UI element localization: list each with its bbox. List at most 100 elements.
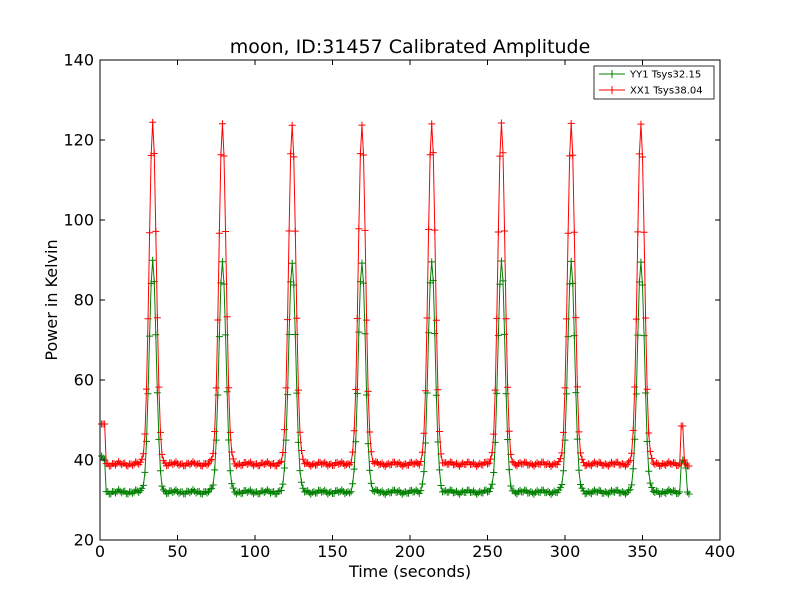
data-point — [651, 488, 659, 496]
data-point — [284, 391, 292, 399]
data-point — [141, 430, 149, 438]
data-point — [668, 488, 676, 496]
data-point — [372, 486, 380, 494]
data-point — [635, 150, 643, 158]
legend-label-xx1: XX1 Tsys38.04 — [630, 86, 703, 97]
data-point — [617, 461, 625, 469]
data-point — [502, 315, 510, 323]
data-point — [156, 467, 164, 475]
data-point — [222, 228, 230, 236]
data-point — [146, 229, 154, 237]
data-point — [642, 389, 650, 397]
data-point — [360, 151, 367, 159]
data-point — [344, 459, 352, 467]
y-tick-label: 20 — [74, 531, 94, 550]
data-point — [412, 458, 420, 466]
data-point — [242, 459, 250, 467]
data-point — [280, 464, 288, 472]
data-point — [325, 461, 333, 469]
data-point — [302, 460, 310, 468]
data-point — [228, 480, 236, 488]
data-point — [236, 488, 243, 496]
data-point — [356, 150, 364, 158]
data-point — [214, 316, 222, 324]
data-point — [287, 150, 295, 158]
data-point — [135, 488, 143, 496]
data-point — [567, 119, 575, 127]
data-point — [418, 448, 426, 456]
data-point — [632, 315, 640, 323]
ticks-layer: 0 50 100 150 200 250 300 350 400 20 40 60 80 100 120 14… — [63, 51, 735, 562]
data-point — [138, 484, 146, 492]
data-point — [432, 316, 440, 324]
data-point — [497, 257, 505, 265]
x-tick-label: 150 — [317, 542, 348, 561]
data-point — [556, 455, 564, 463]
data-point — [544, 459, 552, 467]
data-point — [563, 390, 571, 398]
data-point — [325, 489, 333, 497]
data-point — [282, 384, 290, 392]
data-point — [437, 482, 445, 490]
data-point — [470, 487, 478, 495]
data-point — [572, 314, 580, 322]
data-point — [676, 460, 684, 468]
data-point — [679, 422, 687, 430]
data-point — [547, 490, 555, 498]
data-point — [652, 487, 660, 495]
data-point — [499, 149, 507, 157]
data-point — [629, 426, 637, 434]
data-point — [680, 456, 688, 464]
data-point — [453, 459, 460, 467]
data-point — [502, 390, 510, 398]
series-xx1 — [98, 118, 693, 470]
data-point — [600, 489, 608, 497]
data-point — [129, 461, 137, 469]
data-point — [484, 488, 491, 496]
series-layer — [98, 118, 693, 498]
data-point — [347, 488, 355, 496]
data-point — [628, 449, 636, 457]
data-point — [158, 482, 166, 490]
data-point — [453, 487, 460, 495]
data-point — [229, 455, 237, 463]
data-point — [432, 391, 440, 399]
x-tick-label: 350 — [627, 542, 658, 561]
data-point — [370, 488, 378, 496]
data-point — [395, 459, 403, 467]
data-point — [160, 486, 168, 494]
data-point — [395, 487, 403, 495]
data-point — [575, 428, 583, 436]
data-point — [291, 227, 299, 235]
data-point — [521, 458, 529, 466]
x-axis-label: Time (seconds) — [348, 562, 471, 581]
y-tick-label: 140 — [63, 51, 94, 70]
data-point — [280, 426, 288, 434]
data-point — [674, 462, 682, 470]
series-line — [101, 260, 690, 496]
data-point — [660, 488, 668, 496]
data-point — [651, 460, 659, 468]
data-point — [189, 486, 197, 494]
data-point — [629, 465, 637, 473]
data-point — [639, 153, 646, 161]
data-point — [274, 488, 282, 496]
data-point — [491, 386, 499, 394]
data-point — [353, 315, 361, 323]
data-point — [572, 389, 580, 397]
data-point — [547, 462, 555, 470]
data-point — [634, 228, 642, 236]
data-point — [508, 458, 516, 466]
data-point — [327, 488, 335, 496]
data-point — [279, 448, 287, 456]
data-point — [496, 152, 504, 160]
data-point — [501, 227, 509, 235]
data-point — [429, 149, 437, 157]
data-point — [625, 486, 633, 494]
data-point — [228, 448, 236, 456]
data-point — [170, 459, 178, 467]
data-point — [277, 486, 285, 494]
data-point — [268, 460, 276, 468]
data-point — [350, 427, 358, 435]
data-point — [366, 428, 374, 436]
